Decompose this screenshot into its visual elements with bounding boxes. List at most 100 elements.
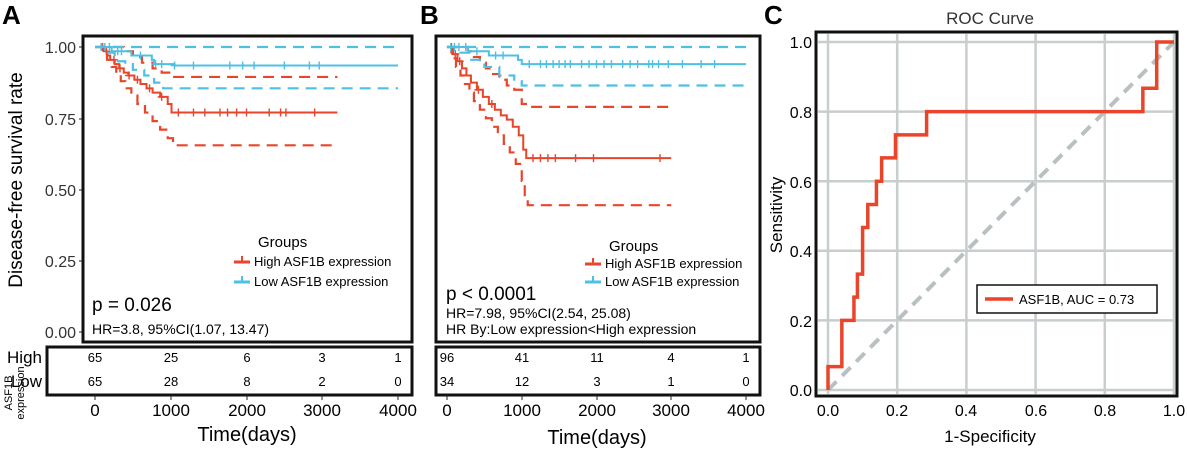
km-b-risk-high-2: 11: [590, 350, 604, 365]
km-b-legend-low: Low ASF1B expression: [605, 274, 739, 289]
km-b-xtick: 0: [442, 401, 451, 420]
km-a-xtick: 2000: [228, 401, 266, 420]
km-b-low-censor-mark: [626, 60, 635, 69]
roc-ytick: 0.8: [790, 105, 812, 122]
km-b-risk-high-1: 41: [515, 350, 529, 365]
km-a-high-censor-mark: [145, 84, 154, 93]
km-a-risk-title: ASF1B: [3, 376, 15, 411]
km-b-high-upper-line: [447, 45, 672, 108]
km-b-low-censor-mark: [525, 60, 534, 69]
km-a-risk-high-2: 6: [243, 350, 250, 365]
km-b-legend-high: High ASF1B expression: [605, 256, 742, 271]
km-a-low-censor-mark: [280, 61, 289, 70]
km-a-low-censor-mark: [238, 61, 247, 70]
km-b-low-censor-mark: [664, 60, 673, 69]
km-a-high-censor-mark: [133, 75, 142, 84]
roc-frame: [814, 30, 1179, 398]
km-a-hr: HR=3.8, 95%CI(1.07, 13.47): [92, 321, 269, 337]
km-a-low-censor-mark: [157, 60, 166, 69]
roc-xtick: 0.6: [1025, 403, 1047, 420]
roc-ytick: 0.0: [790, 383, 812, 400]
km-b-low-censor-mark: [678, 60, 687, 69]
km-a-risk-low-2: 8: [243, 374, 250, 389]
km-b-low-censor-mark: [599, 60, 608, 69]
km-a-xtick: 4000: [379, 401, 417, 420]
km-a-risk-high-1: 25: [164, 350, 178, 365]
km-a-risk-low-1: 28: [164, 374, 178, 389]
km-a-high-censor-mark: [232, 108, 241, 117]
km-a-high-upper-line: [95, 45, 338, 79]
panel-label-b: B: [420, 0, 439, 30]
km-b-pvalue: p < 0.0001: [446, 284, 536, 305]
km-b-hr-by: HR By:Low expression<High expression: [446, 321, 696, 337]
km-b-low-censor-mark: [472, 47, 481, 56]
roc-legend: ASF1B, AUC = 0.73: [976, 284, 1158, 314]
km-a-high-censor-mark: [265, 108, 274, 117]
km-b-low-censor-mark: [607, 60, 616, 69]
km-a-xtick: 1000: [152, 401, 190, 420]
km-a-high-censor-mark: [215, 108, 224, 117]
km-a-risk-low-4: 0: [394, 374, 401, 389]
km-a-low-estimate-line: [95, 46, 398, 67]
km-a-risk-low-3: 2: [318, 374, 325, 389]
km-b-risk-table: [434, 345, 762, 397]
roc-grid: [818, 34, 1176, 394]
km-b-high-censor-mark: [528, 154, 537, 163]
km-b-risk-low-4: 0: [742, 374, 749, 389]
km-a-low-censor-mark: [225, 61, 234, 70]
km-b-low-censor-mark: [697, 60, 706, 69]
km-b-low-censor-mark: [499, 51, 508, 60]
km-a-ytick: 1.00: [45, 40, 76, 57]
km-b-risk-high-3: 4: [667, 350, 674, 365]
km-a-risk-high-label: High: [7, 348, 42, 367]
km-a-high-censor-mark: [223, 108, 232, 117]
km-a-risk-high-3: 3: [318, 350, 325, 365]
roc-ytick: 0.4: [790, 244, 812, 261]
km-b-legend: Groups High ASF1B expression Low ASF1B e…: [585, 238, 742, 289]
panel-label-a: A: [2, 0, 21, 30]
km-b-high-censor-mark: [656, 154, 665, 163]
km-a-high-censor-mark: [125, 71, 134, 80]
km-b-frame: [434, 34, 762, 344]
roc-curve: [826, 40, 1174, 390]
roc-xtick: 0.4: [955, 403, 977, 420]
panel-label-c: C: [764, 0, 783, 30]
km-panel-a: Disease-free survival rate 1.00 0.75 0.5…: [3, 34, 417, 446]
km-b-low-censor-mark: [577, 60, 586, 69]
km-a-xtick: 3000: [303, 401, 341, 420]
km-a-high-censor-mark: [174, 108, 183, 117]
km-b-low-censor-mark: [710, 60, 719, 69]
km-a-low-lower-line: [95, 45, 398, 90]
km-a-low-censor-mark: [305, 61, 314, 70]
km-a-risk-low-0: 65: [88, 374, 102, 389]
km-b-low-censor-mark: [542, 60, 551, 69]
km-b-risk-low-3: 1: [667, 374, 674, 389]
km-a-low-censor-mark: [250, 61, 259, 70]
roc-xtick: 1.0: [1163, 403, 1185, 420]
km-a-ylabel: Disease-free survival rate: [6, 72, 27, 287]
km-a-high-censor-mark: [189, 108, 198, 117]
km-a-ytick: 0.50: [45, 183, 76, 200]
km-b-low-censor-mark: [566, 60, 575, 69]
km-a-risk-table: [45, 345, 414, 397]
km-b-low-censor-mark: [585, 60, 594, 69]
km-a-high-estimate-line: [95, 46, 338, 114]
km-b-legend-title: Groups: [609, 238, 658, 255]
km-b-high-estimate-line: [447, 46, 672, 160]
km-b-high-censor-mark: [571, 154, 580, 163]
km-a-ytick: 0.25: [45, 254, 76, 271]
km-b-xtick: 3000: [652, 401, 690, 420]
roc-ytick: 0.2: [790, 314, 812, 331]
km-a-high-censor-mark: [242, 108, 251, 117]
km-b-high-censor-mark: [487, 100, 496, 108]
km-b-hr: HR=7.98, 95%CI(2.54, 25.08): [446, 305, 631, 321]
km-a-xlabel: Time(days): [197, 424, 296, 446]
km-b-low-lower-line: [447, 45, 746, 87]
km-a-xtick: 0: [90, 401, 99, 420]
km-a-ytick: 0.00: [45, 325, 76, 342]
km-b-risk-high-4: 1: [742, 350, 749, 365]
km-a-low-censor-mark: [170, 61, 179, 70]
roc-xtick: 0.0: [817, 403, 839, 420]
km-a-pvalue: p = 0.026: [92, 295, 172, 316]
